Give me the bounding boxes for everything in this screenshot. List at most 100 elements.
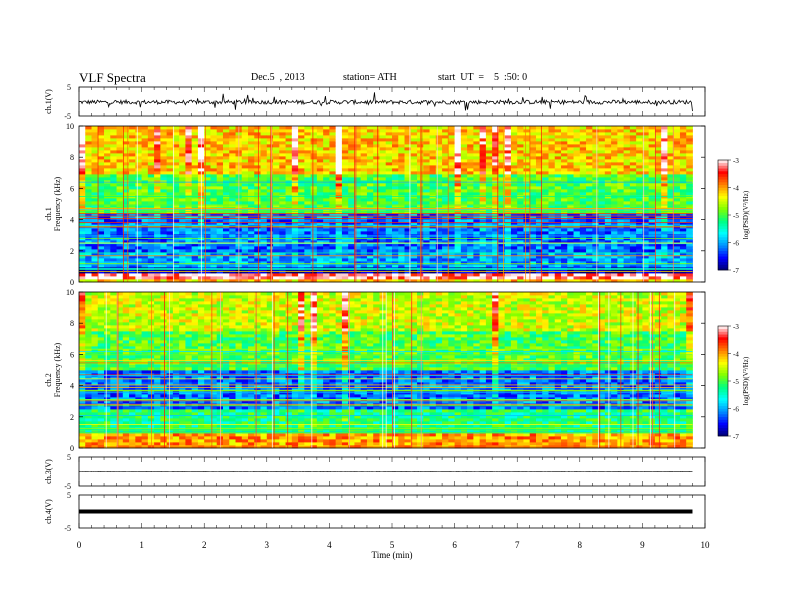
spectrogram-cell (529, 213, 537, 217)
spectrogram-cell (204, 198, 211, 202)
spectrogram-cell (304, 183, 312, 187)
spectrogram-cell (636, 135, 643, 139)
spectrogram-cell (373, 273, 380, 277)
spectrogram-cell (492, 174, 499, 178)
spectrogram-cell (410, 246, 418, 250)
spectrogram-cell (448, 144, 455, 148)
spectrogram-cell (392, 192, 399, 196)
spectrogram-cell (366, 216, 374, 220)
spectrogram-cell (504, 141, 512, 145)
spectrogram-cell (460, 138, 468, 142)
spectrogram-cell (642, 180, 650, 184)
spectrogram-cell (216, 204, 224, 208)
spectrogram-cell (554, 204, 562, 208)
spectrogram-cell (366, 183, 374, 187)
spectrogram-cell (316, 264, 324, 268)
spectrogram-cell (535, 138, 543, 142)
spectrogram-cell (523, 261, 531, 265)
spectrogram-cell (310, 174, 318, 178)
spectrogram-cell (492, 279, 499, 283)
spectrogram-cell (379, 201, 387, 205)
spectrogram-cell (85, 138, 92, 142)
spectrogram-cell (260, 141, 268, 145)
spectrogram-cell (642, 165, 650, 169)
spectrogram-cell (91, 138, 99, 142)
spectrogram-cell (473, 144, 481, 148)
spectrogram-cell (110, 156, 117, 160)
spectrogram-cell (598, 246, 606, 250)
spectrogram-cell (648, 156, 656, 160)
spectrogram-cell (97, 279, 105, 283)
spectrogram-cell (210, 246, 218, 250)
spectrogram-cell (523, 249, 531, 253)
spectrogram-cell (442, 144, 449, 148)
spectrogram-cell (147, 162, 155, 166)
spectrogram-cell (116, 255, 124, 259)
spectrogram-cell (310, 177, 318, 181)
spectrogram-cell (135, 249, 142, 253)
spectrogram-cell (360, 159, 368, 163)
spectrogram-cell (398, 159, 405, 163)
spectrogram-cell (210, 165, 218, 169)
spectrogram-cell (241, 183, 249, 187)
spectrogram-cell (467, 279, 474, 283)
spectrogram-cell (104, 162, 111, 166)
spectrogram-cell (348, 198, 355, 202)
spectrogram-cell (567, 189, 574, 193)
spectrogram-cell (323, 180, 330, 184)
spectrogram-cell (636, 189, 643, 193)
spectrogram-cell (561, 177, 568, 181)
spectrogram-cell (623, 159, 631, 163)
spectrogram-cell (510, 261, 518, 265)
spectrogram-cell (147, 213, 155, 217)
spectrogram-cell (273, 186, 280, 190)
spectrogram-cell (617, 144, 625, 148)
spectrogram-cell (85, 273, 92, 277)
spectrogram-cell (341, 147, 349, 151)
spectrogram-cell (623, 186, 631, 190)
spectrogram-cell (523, 228, 531, 232)
spectrogram-cell (366, 156, 374, 160)
spectrogram-cell (304, 144, 312, 148)
spectrogram-cell (91, 168, 99, 172)
spectrogram-cell (191, 216, 199, 220)
spectrogram-cell (298, 252, 305, 256)
spectrogram-cell (623, 141, 631, 145)
spectrogram-cell (204, 156, 211, 160)
spectrogram-cell (279, 168, 286, 172)
spectrogram-cell (79, 252, 86, 256)
spectrogram-cell (348, 192, 355, 196)
spectrogram-cell (204, 240, 211, 244)
spectrogram-cell (629, 258, 637, 262)
spectrogram-cell (629, 126, 637, 130)
spectrogram-cell (91, 240, 99, 244)
spectrogram-cell (335, 204, 343, 208)
spectrogram-cell (579, 201, 587, 205)
spectrogram-cell (166, 129, 174, 133)
spectrogram-cell (448, 279, 455, 283)
spectrogram-cell (510, 171, 518, 175)
spectrogram-cell (454, 249, 462, 253)
spectrogram-cell (429, 180, 437, 184)
spectrogram-cell (398, 174, 405, 178)
spectrogram-cell (517, 156, 524, 160)
spectrogram-cell (604, 147, 612, 151)
spectrogram-cell (510, 279, 518, 283)
spectrogram-cell (291, 180, 299, 184)
spectrogram-cell (229, 246, 236, 250)
spectrogram-cell (567, 147, 574, 151)
spectrogram-cell (248, 246, 255, 250)
spectrogram-cell (147, 180, 155, 184)
spectrogram-cell (166, 279, 174, 283)
spectrogram-cell (79, 159, 86, 163)
spectrogram-cell (542, 180, 549, 184)
spectrogram-cell (222, 204, 230, 208)
spectrogram-cell (298, 171, 305, 175)
spectrogram-cell (160, 276, 168, 280)
spectrogram-cell (222, 183, 230, 187)
spectrogram-cell (611, 279, 618, 283)
spectrogram-cell (216, 168, 224, 172)
spectrogram-cell (216, 171, 224, 175)
spectrogram-cell (479, 258, 487, 262)
spectrogram-cell (510, 129, 518, 133)
